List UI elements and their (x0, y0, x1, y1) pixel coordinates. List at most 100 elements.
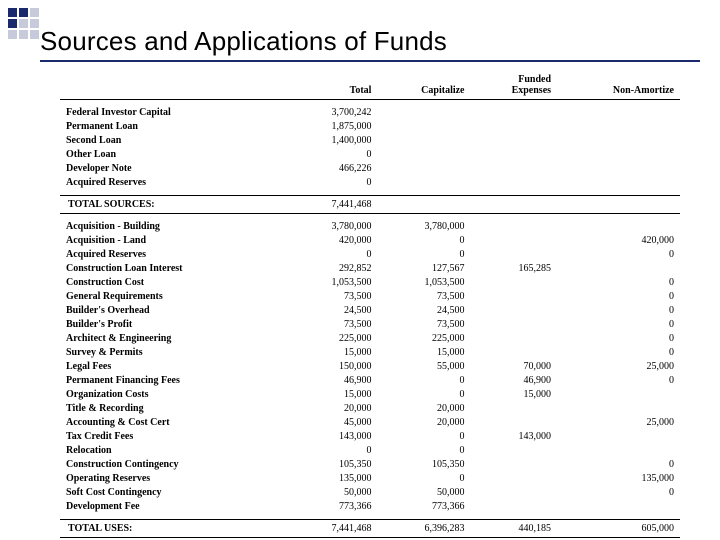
table-row: Permanent Financing Fees46,900046,9000 (60, 373, 680, 387)
total-cell: . (471, 195, 558, 213)
cell: 24,500 (377, 303, 470, 317)
total-cell: 440,185 (471, 519, 558, 537)
row-label: Development Fee (60, 499, 290, 513)
cell: 0 (557, 345, 680, 359)
cell: . (557, 161, 680, 175)
cell: 0 (557, 317, 680, 331)
col-1: Capitalize (377, 72, 470, 99)
cell: . (471, 303, 558, 317)
table-row: General Requirements73,50073,500.0 (60, 289, 680, 303)
cell: 0 (557, 331, 680, 345)
cell: . (557, 387, 680, 401)
cell: . (471, 499, 558, 513)
table-row: Acquisition - Land420,0000.420,000 (60, 233, 680, 247)
cell: 143,000 (471, 429, 558, 443)
table-row: Developer Note466,226... (60, 161, 680, 175)
title-rule (40, 60, 700, 62)
total-cell: 7,441,468 (290, 519, 377, 537)
total-label: TOTAL USES: (60, 519, 290, 537)
cell: . (471, 275, 558, 289)
cell: 20,000 (290, 401, 377, 415)
total-cell: 605,000 (557, 519, 680, 537)
cell: . (557, 105, 680, 119)
row-label: Construction Loan Interest (60, 261, 290, 275)
cell: . (471, 133, 558, 147)
cell: . (471, 289, 558, 303)
table-row: Operating Reserves135,0000.135,000 (60, 471, 680, 485)
cell: . (557, 175, 680, 189)
cell: . (471, 119, 558, 133)
row-label: Acquired Reserves (60, 247, 290, 261)
col-label (60, 72, 290, 99)
cell: 0 (557, 457, 680, 471)
row-label: Organization Costs (60, 387, 290, 401)
funds-table: TotalCapitalizeFundedExpensesNon-Amortiz… (60, 72, 680, 538)
cell: 143,000 (290, 429, 377, 443)
cell: 3,700,242 (290, 105, 377, 119)
cell: 420,000 (290, 233, 377, 247)
col-0: Total (290, 72, 377, 99)
cell: 73,500 (377, 317, 470, 331)
cell: . (471, 345, 558, 359)
cell: . (557, 499, 680, 513)
row-label: Tax Credit Fees (60, 429, 290, 443)
cell: . (471, 415, 558, 429)
cell: 0 (290, 147, 377, 161)
row-label: Survey & Permits (60, 345, 290, 359)
cell: 420,000 (557, 233, 680, 247)
row-label: Accounting & Cost Cert (60, 415, 290, 429)
table-header: TotalCapitalizeFundedExpensesNon-Amortiz… (60, 72, 680, 99)
cell: 46,900 (471, 373, 558, 387)
table-row: Soft Cost Contingency50,00050,000.0 (60, 485, 680, 499)
table-row: Accounting & Cost Cert45,00020,000.25,00… (60, 415, 680, 429)
cell: 135,000 (290, 471, 377, 485)
table-row: Architect & Engineering225,000225,000.0 (60, 331, 680, 345)
row-label: Acquisition - Land (60, 233, 290, 247)
cell: 225,000 (377, 331, 470, 345)
cell: . (557, 119, 680, 133)
cell: 50,000 (290, 485, 377, 499)
cell: 773,366 (290, 499, 377, 513)
cell: . (471, 175, 558, 189)
row-label: General Requirements (60, 289, 290, 303)
table-row: Other Loan0... (60, 147, 680, 161)
total-row: TOTAL USES:7,441,4686,396,283440,185605,… (60, 519, 680, 537)
cell: . (471, 247, 558, 261)
cell: 15,000 (377, 345, 470, 359)
col-2: FundedExpenses (471, 72, 558, 99)
cell: 73,500 (290, 317, 377, 331)
cell: 73,500 (377, 289, 470, 303)
cell: . (557, 133, 680, 147)
table-row: Construction Cost1,053,5001,053,500.0 (60, 275, 680, 289)
cell: 0 (377, 429, 470, 443)
row-label: Legal Fees (60, 359, 290, 373)
row-label: Acquired Reserves (60, 175, 290, 189)
cell: . (471, 471, 558, 485)
cell: . (471, 401, 558, 415)
cell: 0 (290, 443, 377, 457)
cell: 0 (557, 373, 680, 387)
table-row: Acquired Reserves0... (60, 175, 680, 189)
cell: 0 (557, 485, 680, 499)
total-label: TOTAL SOURCES: (60, 195, 290, 213)
cell: 70,000 (471, 359, 558, 373)
row-label: Developer Note (60, 161, 290, 175)
cell: 1,400,000 (290, 133, 377, 147)
table-row: Title & Recording20,00020,000.. (60, 401, 680, 415)
cell: 20,000 (377, 401, 470, 415)
table-row: Construction Contingency105,350105,350.0 (60, 457, 680, 471)
row-label: Construction Cost (60, 275, 290, 289)
table-row: Federal Investor Capital3,700,242... (60, 105, 680, 119)
row-label: Federal Investor Capital (60, 105, 290, 119)
cell: 225,000 (290, 331, 377, 345)
cell: . (557, 443, 680, 457)
cell: 127,567 (377, 261, 470, 275)
table-row: Permanent Loan1,875,000... (60, 119, 680, 133)
total-cell: . (377, 195, 470, 213)
table-row: Second Loan1,400,000... (60, 133, 680, 147)
cell: . (471, 147, 558, 161)
cell: 15,000 (471, 387, 558, 401)
cell: 135,000 (557, 471, 680, 485)
row-label: Construction Contingency (60, 457, 290, 471)
table-row: Legal Fees150,00055,00070,00025,000 (60, 359, 680, 373)
